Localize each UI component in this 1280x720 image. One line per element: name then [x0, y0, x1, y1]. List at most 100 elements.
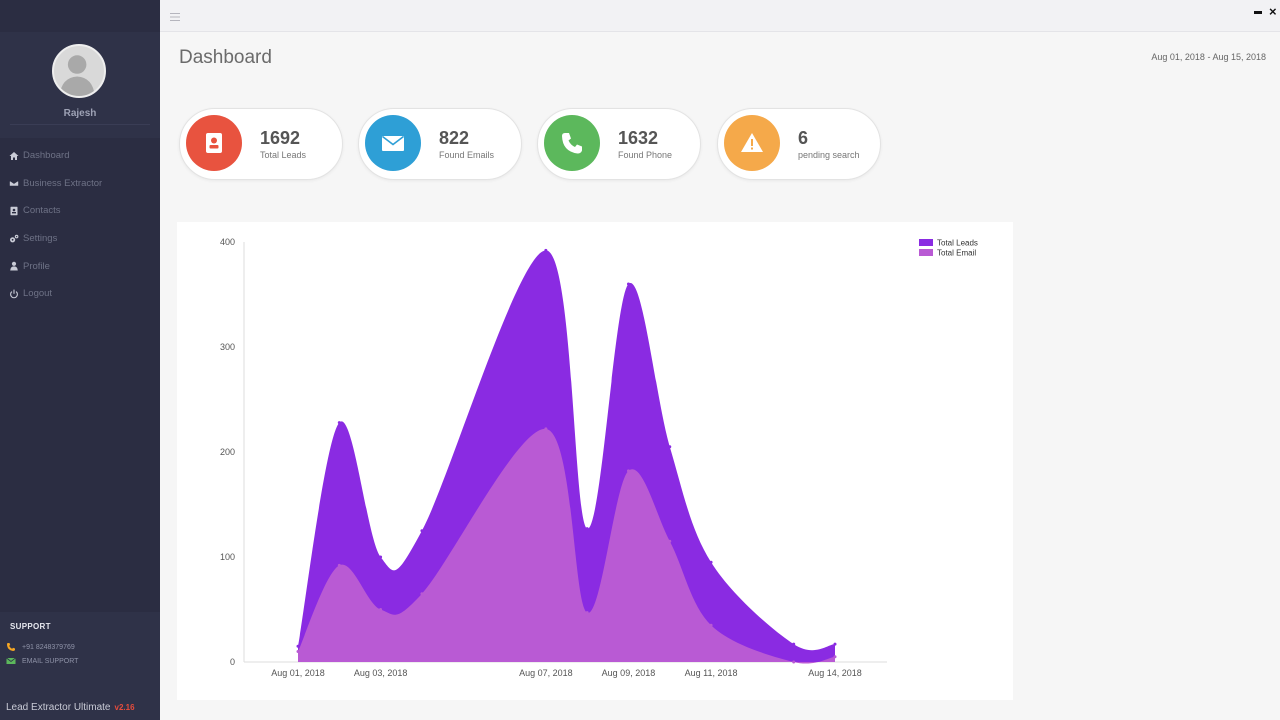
data-point	[833, 642, 837, 646]
sidebar-item-business-extractor[interactable]: Business Extractor	[0, 170, 160, 198]
data-point	[626, 282, 630, 286]
data-point	[585, 611, 589, 615]
data-point	[709, 560, 713, 564]
x-tick-label: Aug 07, 2018	[519, 668, 573, 678]
support-panel: SUPPORT +91 8248379769 EMAIL SUPPORT Lea…	[0, 612, 160, 720]
x-tick-label: Aug 01, 2018	[271, 668, 325, 678]
leads-chart: 0 100 200 300 400 Aug 01, 2018 Aug 03, 2018 Aug…	[177, 222, 1013, 700]
top-bar: ×	[160, 0, 1280, 32]
data-point	[296, 644, 300, 648]
support-email-label: EMAIL SUPPORT	[22, 657, 79, 665]
sidebar-item-contacts[interactable]: Contacts	[0, 197, 160, 225]
minimize-button[interactable]	[1253, 8, 1265, 16]
stat-card-total-leads[interactable]: 1692 Total Leads	[179, 108, 343, 180]
y-tick-label: 400	[220, 237, 235, 247]
stat-label: Total Leads	[260, 150, 307, 160]
data-point	[544, 248, 548, 252]
stat-value: 1632	[618, 128, 659, 148]
sidebar-item-logout[interactable]: Logout	[0, 280, 160, 308]
data-point	[337, 563, 341, 567]
data-point	[420, 529, 424, 533]
sidebar-item-label: Contacts	[23, 205, 61, 217]
x-tick-label: Aug 11, 2018	[685, 668, 738, 678]
stat-label: Found Phone	[618, 150, 673, 160]
stat-card-found-phone[interactable]: 1632 Found Phone	[537, 108, 701, 180]
data-point	[585, 527, 589, 531]
envelope-icon	[6, 657, 16, 664]
stat-icon-circle	[544, 115, 600, 171]
stat-value: 822	[439, 128, 470, 148]
divider	[10, 124, 150, 125]
x-tick-label: Aug 03, 2018	[354, 668, 408, 678]
page-title: Dashboard	[179, 47, 272, 68]
close-icon[interactable]: ×	[1269, 4, 1277, 19]
data-point	[709, 623, 713, 627]
phone-icon	[562, 133, 582, 154]
contacts-icon	[8, 205, 19, 216]
series-area-total-leads	[298, 250, 835, 662]
stat-label: Found Emails	[439, 150, 495, 160]
y-tick-label: 300	[220, 342, 235, 352]
data-point	[544, 427, 548, 431]
data-point	[420, 592, 424, 596]
sidebar-item-settings[interactable]: Settings	[0, 225, 160, 253]
sidebar-nav: Dashboard Business Extractor Contacts Se…	[0, 142, 160, 308]
gears-icon	[8, 233, 19, 244]
stat-icon-circle	[186, 115, 242, 171]
sidebar: Rajesh Dashboard Business Extractor Cont…	[0, 0, 160, 720]
data-point	[296, 650, 300, 653]
power-icon	[8, 288, 19, 299]
x-tick-label: Aug 09, 2018	[602, 668, 656, 678]
avatar[interactable]	[52, 44, 106, 98]
app-version: v2.16	[114, 703, 135, 712]
sidebar-item-label: Dashboard	[23, 150, 70, 162]
data-point	[668, 539, 672, 543]
y-tick-label: 100	[220, 552, 235, 562]
support-email[interactable]: EMAIL SUPPORT	[6, 656, 78, 666]
hamburger-menu-icon[interactable]	[169, 10, 181, 22]
area-chart: 0 100 200 300 400 Aug 01, 2018 Aug 03, 2018 Aug…	[220, 237, 978, 678]
user-icon	[8, 261, 19, 272]
warning-icon	[741, 133, 763, 152]
legend-swatch	[919, 249, 933, 256]
app-name: Lead Extractor Ultimate	[6, 702, 111, 713]
envelope-icon	[382, 135, 404, 151]
sidebar-item-label: Business Extractor	[23, 177, 103, 189]
sidebar-item-dashboard[interactable]: Dashboard	[0, 142, 160, 170]
sidebar-item-profile[interactable]: Profile	[0, 252, 160, 280]
username: Rajesh	[63, 108, 97, 119]
stat-icon-circle	[724, 115, 780, 171]
data-point	[792, 660, 796, 664]
contact-book-icon	[206, 133, 222, 153]
user-profile: Rajesh	[0, 32, 160, 138]
support-title: SUPPORT	[10, 622, 51, 631]
legend-label: Total Email	[937, 249, 976, 258]
y-tick-label: 0	[230, 657, 235, 667]
stat-label: pending search	[798, 150, 860, 160]
series-area-total-email	[298, 428, 835, 664]
legend-label: Total Leads	[937, 239, 978, 248]
data-point	[668, 445, 672, 449]
stat-card-found-emails[interactable]: 822 Found Emails	[358, 108, 522, 180]
stat-icon-circle	[365, 115, 421, 171]
y-tick-label: 200	[220, 447, 235, 457]
phone-icon	[7, 643, 15, 651]
home-icon	[8, 150, 19, 161]
data-point	[792, 642, 796, 646]
legend-swatch	[919, 239, 933, 246]
support-phone-number: +91 8248379769	[22, 643, 75, 651]
data-point	[337, 421, 341, 425]
support-phone[interactable]: +91 8248379769	[6, 642, 75, 652]
data-point	[626, 469, 630, 473]
data-point	[379, 555, 383, 559]
main-content: Dashboard Aug 01, 2018 - Aug 15, 2018 16…	[160, 32, 1280, 720]
user-avatar-icon	[59, 55, 95, 96]
date-range-picker[interactable]: Aug 01, 2018 - Aug 15, 2018	[1151, 52, 1266, 62]
stat-value: 6	[798, 128, 809, 148]
sidebar-item-label: Logout	[23, 288, 53, 300]
data-point	[379, 608, 383, 611]
data-point	[833, 655, 837, 659]
stat-value: 1692	[260, 128, 301, 148]
stat-card-pending-search[interactable]: 6 pending search	[717, 108, 881, 180]
sidebar-item-label: Settings	[23, 233, 58, 245]
